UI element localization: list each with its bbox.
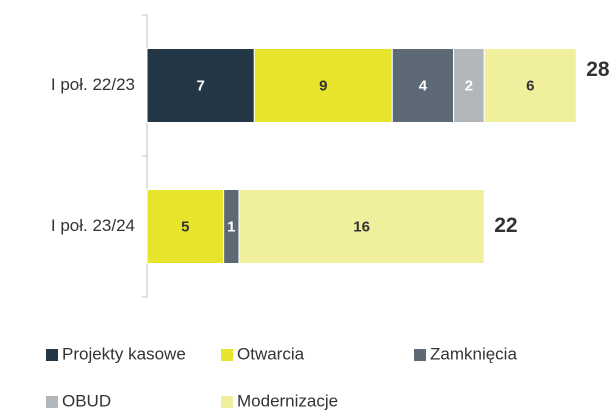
- legend-label: Otwarcia: [237, 344, 305, 363]
- data-label: 4: [419, 77, 428, 94]
- data-label: 1: [227, 218, 235, 235]
- legend-swatch: [414, 349, 426, 361]
- data-label: 6: [526, 77, 534, 94]
- bar-segment: [238, 189, 485, 264]
- legend-swatch: [221, 396, 233, 408]
- legend-swatch: [46, 349, 58, 361]
- total-label: 22: [494, 214, 517, 237]
- data-label: 7: [196, 77, 204, 94]
- bar-segment: [146, 48, 255, 123]
- bar-segment: [483, 48, 577, 123]
- bar-segment: [253, 48, 393, 123]
- legend-swatch: [221, 349, 233, 361]
- total-label: 28: [586, 58, 610, 81]
- legend-label: OBUD: [62, 391, 111, 410]
- bar-segment: [391, 48, 455, 123]
- data-label: 5: [181, 218, 189, 235]
- legend-swatch: [46, 396, 58, 408]
- y-tick-label: I poł. 23/24: [51, 216, 135, 235]
- legend-label: Modernizacje: [237, 391, 338, 410]
- y-tick-label: I poł. 22/23: [51, 75, 135, 94]
- bar-segment: [453, 48, 485, 123]
- data-label: 2: [465, 77, 473, 94]
- data-label: 16: [353, 218, 370, 235]
- data-label: 9: [319, 77, 327, 94]
- bar-segment: [146, 189, 225, 264]
- legend-label: Zamknięcia: [430, 344, 517, 363]
- legend-label: Projekty kasowe: [62, 344, 186, 363]
